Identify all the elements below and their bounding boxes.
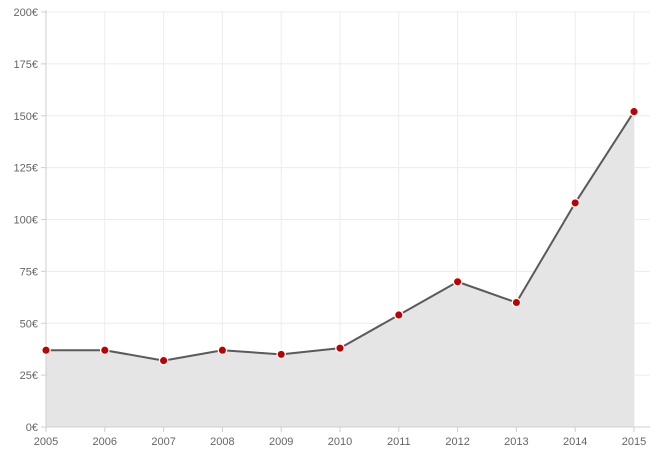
y-axis-tick-labels: 0€ 25€ 50€ 75€ 100€ 125€ 150€ 175€ 200€	[14, 7, 38, 434]
data-point	[629, 106, 639, 117]
y-tick-label: 0€	[26, 422, 38, 434]
series-area-fill	[46, 111, 634, 427]
y-tick-label: 200€	[14, 7, 38, 19]
y-tick-label: 150€	[14, 111, 38, 123]
y-tick-label: 100€	[14, 215, 38, 227]
y-tick-label: 50€	[20, 318, 38, 330]
x-tick-label: 2009	[269, 436, 293, 448]
x-tick-label: 2013	[504, 436, 528, 448]
data-point	[570, 198, 581, 208]
data-point	[41, 345, 51, 356]
y-tick-label: 175€	[14, 59, 38, 71]
data-point	[452, 276, 463, 287]
data-point	[276, 349, 287, 360]
data-point	[335, 343, 345, 353]
y-tick-label: 75€	[20, 266, 38, 278]
x-tick-label: 2014	[563, 436, 587, 448]
x-axis-tick-labels: 2005 2006 2007 2008 2009 2010 2011 2012 2013 2014…	[34, 436, 646, 448]
y-tick-label: 125€	[14, 163, 38, 175]
data-point	[511, 297, 522, 308]
x-tick-label: 2007	[151, 436, 175, 448]
x-tick-label: 2015	[622, 436, 646, 448]
data-point	[158, 355, 169, 366]
x-tick-label: 2011	[387, 436, 411, 448]
x-tick-label: 2012	[445, 436, 469, 448]
y-tick-label: 25€	[20, 370, 38, 382]
data-point	[393, 310, 404, 320]
x-tick-label: 2006	[93, 436, 117, 448]
data-point	[99, 345, 110, 356]
axes	[41, 10, 650, 432]
data-point	[217, 345, 228, 356]
x-tick-label: 2010	[328, 436, 352, 448]
x-tick-label: 2008	[210, 436, 234, 448]
data-point-markers	[41, 106, 639, 366]
x-tick-label: 2005	[34, 436, 58, 448]
